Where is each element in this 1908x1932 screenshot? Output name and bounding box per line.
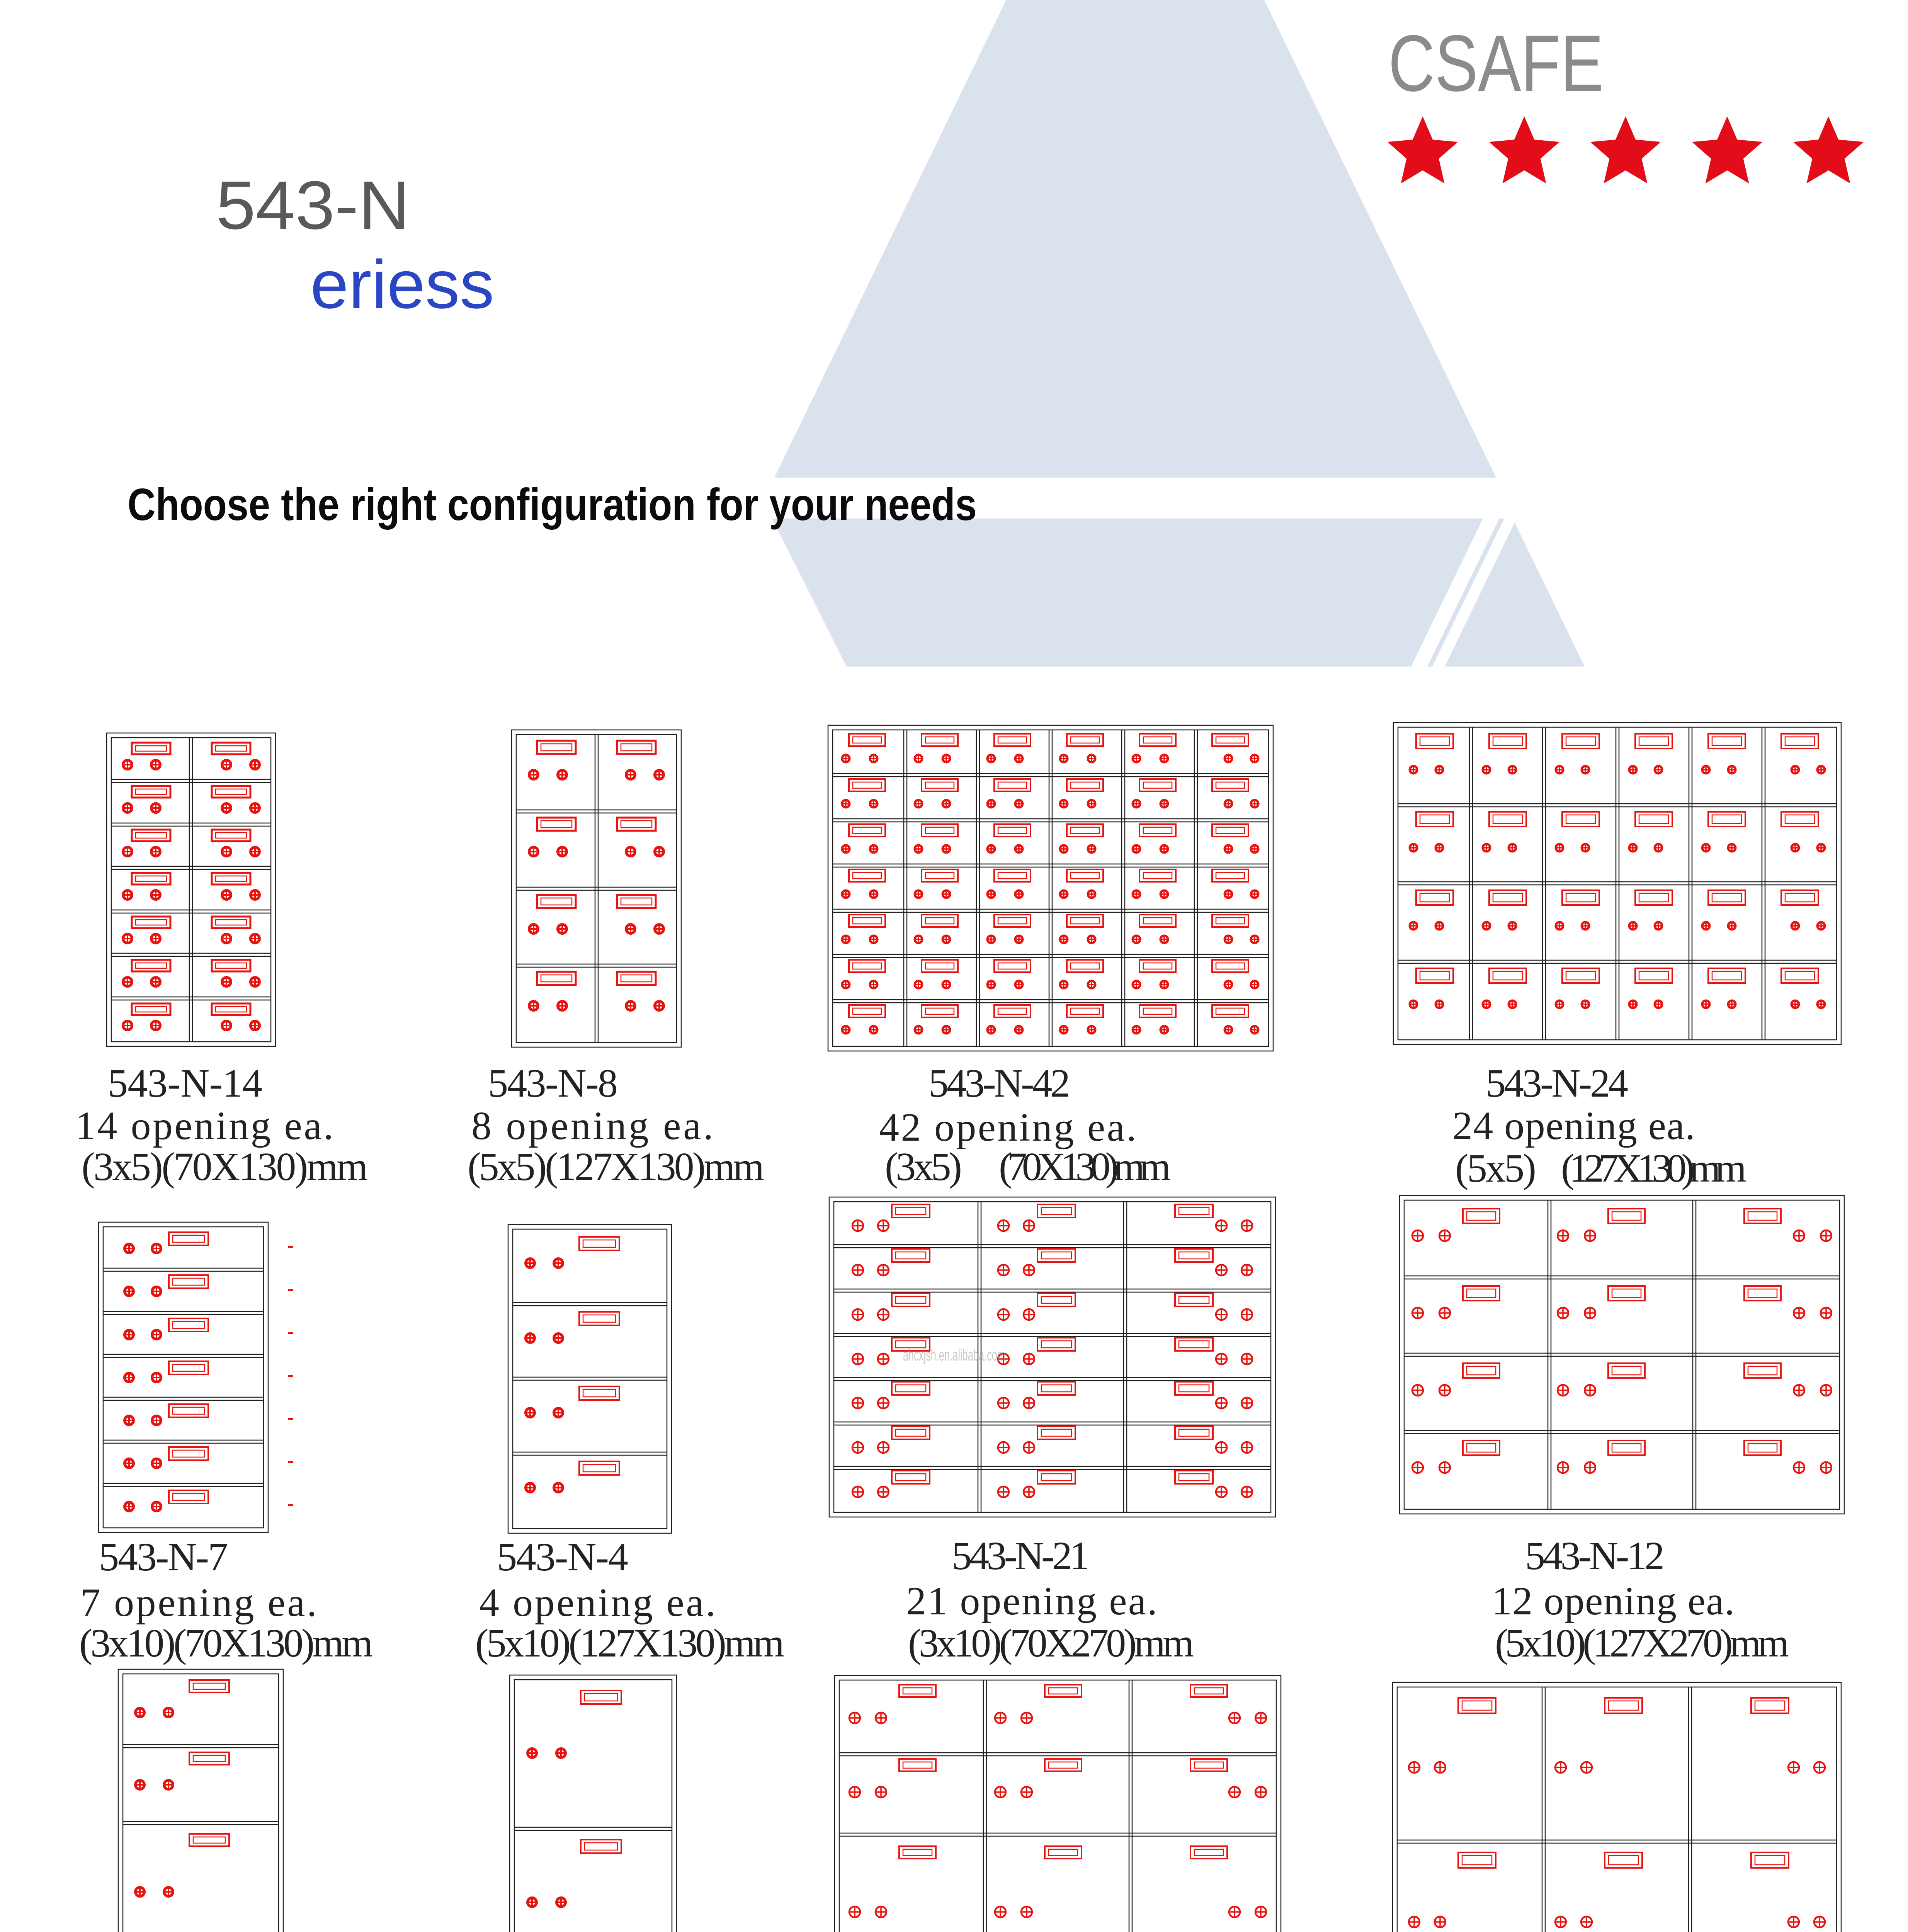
svg-text:14 opening ea.: 14 opening ea. bbox=[75, 1104, 333, 1148]
svg-text:543-N-8: 543-N-8 bbox=[488, 1061, 618, 1105]
svg-text:543-N-14: 543-N-14 bbox=[108, 1061, 262, 1105]
svg-text:543-N-7: 543-N-7 bbox=[99, 1535, 228, 1579]
svg-text:CSAFE: CSAFE bbox=[1388, 19, 1604, 108]
svg-text:(5x10)(127X130)mm: (5x10)(127X130)mm bbox=[475, 1621, 784, 1665]
svg-text:eriess: eriess bbox=[310, 246, 494, 323]
svg-text:(127X130)mm: (127X130)mm bbox=[1561, 1146, 1746, 1190]
svg-text:42 opening ea.: 42 opening ea. bbox=[879, 1105, 1136, 1150]
svg-text:543-N-42: 543-N-42 bbox=[928, 1061, 1070, 1105]
svg-text:12 opening ea.: 12 opening ea. bbox=[1492, 1579, 1735, 1623]
svg-text:(5x5): (5x5) bbox=[1455, 1146, 1536, 1190]
svg-text:543-N-4: 543-N-4 bbox=[497, 1535, 628, 1579]
svg-text:543-N-24: 543-N-24 bbox=[1486, 1061, 1628, 1105]
svg-text:(70X130)mm: (70X130)mm bbox=[999, 1145, 1171, 1189]
svg-text:(3x10)(70X130)mm: (3x10)(70X130)mm bbox=[79, 1621, 373, 1665]
svg-text:543-N: 543-N bbox=[216, 167, 410, 243]
svg-text:ahcxjsh.en.alibaba.com: ahcxjsh.en.alibaba.com bbox=[903, 1346, 1005, 1364]
svg-text:(3x5)(70X130)mm: (3x5)(70X130)mm bbox=[82, 1145, 368, 1189]
svg-text:(3x5): (3x5) bbox=[885, 1145, 962, 1189]
svg-text:21 opening ea.: 21 opening ea. bbox=[906, 1579, 1157, 1623]
svg-text:24 opening ea.: 24 opening ea. bbox=[1452, 1104, 1695, 1148]
svg-text:543-N-21: 543-N-21 bbox=[952, 1534, 1090, 1578]
svg-text:(5x10)(127X270)mm: (5x10)(127X270)mm bbox=[1495, 1621, 1789, 1665]
svg-text:Choose the right configuration: Choose the right configuration for your … bbox=[128, 479, 977, 530]
svg-text:543-N-12: 543-N-12 bbox=[1525, 1534, 1665, 1578]
svg-text:(3x10)(70X270)mm: (3x10)(70X270)mm bbox=[908, 1621, 1194, 1665]
svg-text:(5x5)(127X130)mm: (5x5)(127X130)mm bbox=[468, 1145, 764, 1189]
